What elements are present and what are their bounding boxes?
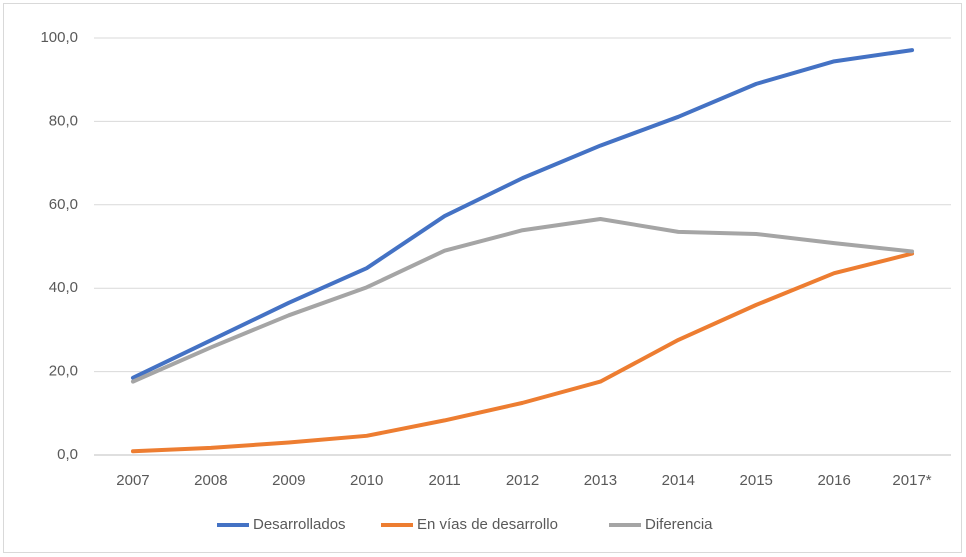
x-tick-label: 2014 bbox=[662, 472, 695, 489]
y-tick-label: 100,0 bbox=[40, 29, 78, 46]
x-tick-label: 2008 bbox=[194, 472, 227, 489]
y-tick-label: 20,0 bbox=[49, 363, 78, 380]
series-line bbox=[130, 216, 915, 384]
y-tick-label: 40,0 bbox=[49, 279, 78, 296]
x-tick-label: 2017* bbox=[892, 472, 931, 489]
x-tick-label: 2012 bbox=[506, 472, 539, 489]
x-tick-label: 2007 bbox=[116, 472, 149, 489]
x-tick-label: 2015 bbox=[740, 472, 773, 489]
legend-label: Diferencia bbox=[645, 516, 713, 533]
legend-label: En vías de desarrollo bbox=[417, 516, 558, 533]
x-tick-label: 2016 bbox=[817, 472, 850, 489]
series-line bbox=[130, 48, 915, 380]
chart-border bbox=[3, 3, 962, 553]
x-tick-label: 2010 bbox=[350, 472, 383, 489]
x-tick-label: 2009 bbox=[272, 472, 305, 489]
legend-label: Desarrollados bbox=[253, 516, 346, 533]
y-tick-label: 0,0 bbox=[57, 446, 78, 463]
y-tick-label: 80,0 bbox=[49, 112, 78, 129]
y-tick-label: 60,0 bbox=[49, 196, 78, 213]
x-tick-label: 2011 bbox=[428, 472, 460, 489]
x-tick-label: 2013 bbox=[584, 472, 617, 489]
series-line bbox=[130, 251, 915, 454]
